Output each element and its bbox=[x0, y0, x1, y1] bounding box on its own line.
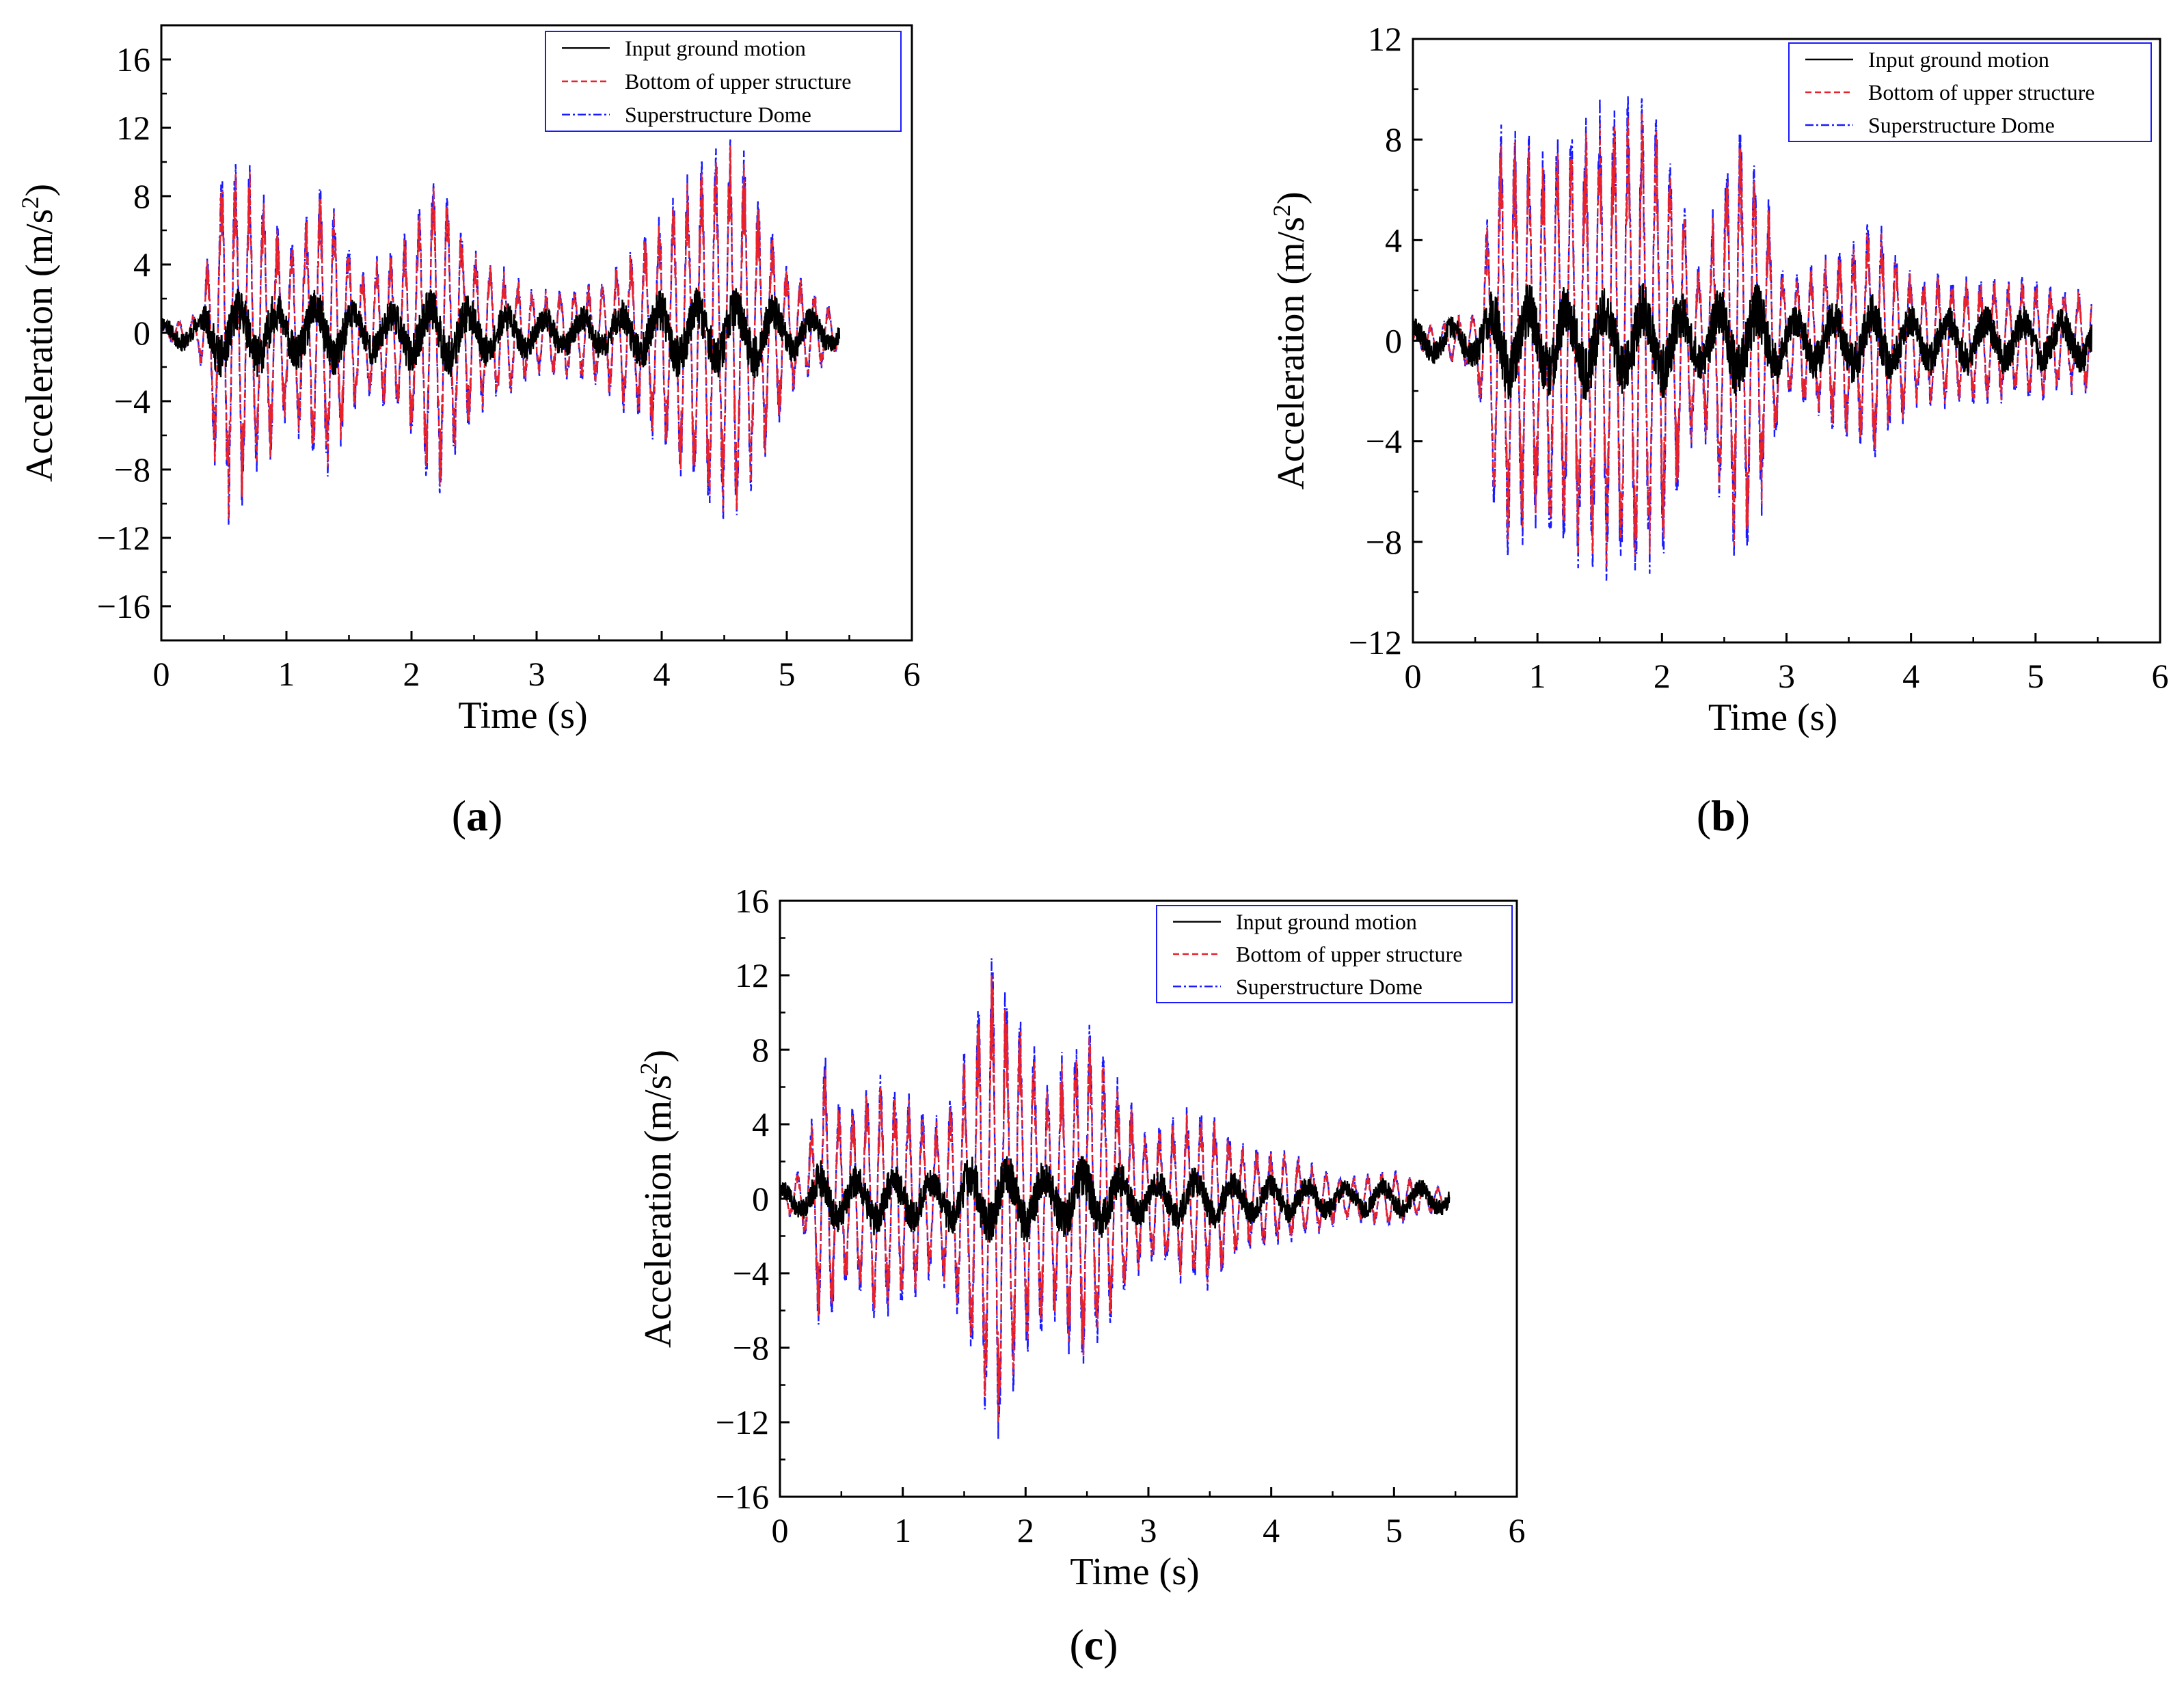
y-tick-label: 12 bbox=[1368, 20, 1402, 58]
legend-entry-label: Bottom of upper structure bbox=[1236, 942, 1462, 966]
y-axis-label-main: Acceleration (m/s bbox=[1270, 217, 1312, 490]
caption-paren-open: ( bbox=[1697, 791, 1711, 840]
y-tick-label: 12 bbox=[116, 109, 150, 147]
caption-letter: a bbox=[466, 791, 488, 840]
caption-letter: b bbox=[1711, 791, 1736, 840]
y-tick-label: 8 bbox=[1385, 120, 1402, 159]
y-tick-label: −12 bbox=[1349, 623, 1402, 662]
y-tick-label: −4 bbox=[733, 1254, 769, 1292]
legend-entry-label: Bottom of upper structure bbox=[1868, 80, 2094, 105]
x-tick-label: 3 bbox=[1778, 657, 1795, 695]
y-axis-label-superscript: 2 bbox=[16, 197, 44, 209]
y-tick-label: 0 bbox=[133, 314, 150, 352]
y-tick-label: 8 bbox=[752, 1031, 769, 1069]
y-tick-label: −8 bbox=[733, 1329, 769, 1367]
x-tick-label: 4 bbox=[1263, 1511, 1280, 1549]
y-tick-label: −8 bbox=[114, 450, 150, 489]
legend-entry-label: Input ground motion bbox=[1868, 47, 2049, 72]
x-tick-label: 2 bbox=[1017, 1511, 1034, 1549]
x-axis-label: Time (s) bbox=[458, 694, 587, 737]
series-group bbox=[780, 958, 1451, 1439]
x-tick-label: 5 bbox=[1386, 1511, 1403, 1549]
series-group bbox=[161, 139, 841, 526]
caption-paren-close: ) bbox=[488, 791, 502, 840]
y-axis-label: Acceleration (m/s2) bbox=[1268, 191, 1312, 489]
series-group bbox=[1413, 96, 2092, 581]
x-tick-label: 6 bbox=[904, 655, 921, 693]
x-tick-label: 5 bbox=[2027, 657, 2044, 695]
y-tick-label: 0 bbox=[752, 1180, 769, 1218]
y-axis-label: Acceleration (m/s2) bbox=[16, 184, 61, 482]
series-line-bottom-of-upper-structure bbox=[1413, 112, 2092, 567]
x-tick-label: 6 bbox=[2152, 657, 2169, 695]
y-axis-label-close: ) bbox=[18, 184, 61, 197]
series-line-input-ground-motion bbox=[780, 1156, 1451, 1243]
y-axis-label: Acceleration (m/s2) bbox=[635, 1050, 679, 1348]
series-line-bottom-of-upper-structure bbox=[780, 975, 1451, 1423]
legend-entry-label: Superstructure Dome bbox=[1236, 974, 1423, 999]
x-tick-label: 0 bbox=[772, 1511, 789, 1549]
x-tick-label: 1 bbox=[894, 1511, 911, 1549]
x-tick-label: 3 bbox=[528, 655, 545, 693]
y-tick-label: 4 bbox=[752, 1105, 769, 1143]
legend: Input ground motion Bottom of upper struc… bbox=[1156, 905, 1513, 1003]
x-tick-label: 3 bbox=[1140, 1511, 1157, 1549]
series-line-input-ground-motion bbox=[161, 287, 841, 379]
legend-entry-label: Bottom of upper structure bbox=[625, 69, 851, 94]
y-tick-label: 16 bbox=[116, 40, 150, 79]
y-tick-label: 4 bbox=[1385, 221, 1402, 259]
y-axis-label-superscript: 2 bbox=[1268, 204, 1295, 217]
legend: Input ground motion Bottom of upper struc… bbox=[1788, 42, 2152, 142]
caption-paren-close: ) bbox=[1103, 1620, 1118, 1669]
x-tick-label: 2 bbox=[403, 655, 420, 693]
y-tick-label: −4 bbox=[114, 382, 150, 420]
y-tick-label: 8 bbox=[133, 177, 150, 215]
x-tick-label: 6 bbox=[1509, 1511, 1526, 1549]
y-axis-label-main: Acceleration (m/s bbox=[18, 209, 61, 483]
legend-entry-label: Superstructure Dome bbox=[625, 103, 811, 127]
x-tick-label: 4 bbox=[1902, 657, 1919, 695]
panel-caption: (a) bbox=[452, 791, 503, 840]
legend-entry-label: Superstructure Dome bbox=[1868, 113, 2055, 137]
y-tick-label: 0 bbox=[1385, 322, 1402, 360]
x-tick-label: 0 bbox=[1405, 657, 1422, 695]
caption-paren-open: ( bbox=[1069, 1620, 1083, 1669]
y-axis-label-main: Acceleration (m/s bbox=[637, 1075, 679, 1348]
x-tick-label: 1 bbox=[1529, 657, 1546, 695]
y-tick-label: −12 bbox=[97, 519, 150, 557]
panel-caption: (c) bbox=[1069, 1620, 1118, 1669]
y-tick-label: −4 bbox=[1366, 422, 1402, 461]
series-line-input-ground-motion bbox=[1413, 283, 2092, 401]
x-axis-label: Time (s) bbox=[1070, 1551, 1199, 1593]
panel-caption: (b) bbox=[1697, 791, 1750, 840]
legend-entry-label: Input ground motion bbox=[1236, 910, 1417, 934]
x-axis-label: Time (s) bbox=[1708, 696, 1837, 739]
x-tick-label: 2 bbox=[1654, 657, 1671, 695]
y-axis-label-close: ) bbox=[637, 1050, 679, 1063]
y-tick-label: −16 bbox=[97, 587, 150, 625]
series-line-bottom-of-upper-structure bbox=[161, 145, 841, 519]
x-tick-label: 1 bbox=[278, 655, 295, 693]
caption-paren-open: ( bbox=[452, 791, 466, 840]
y-tick-label: −16 bbox=[716, 1478, 769, 1516]
y-tick-label: 4 bbox=[133, 245, 150, 284]
x-tick-label: 4 bbox=[653, 655, 671, 693]
x-tick-label: 5 bbox=[779, 655, 796, 693]
y-axis-label-superscript: 2 bbox=[635, 1063, 662, 1075]
y-tick-label: −12 bbox=[716, 1403, 769, 1441]
caption-letter: c bbox=[1084, 1620, 1103, 1669]
y-tick-label: 16 bbox=[735, 882, 769, 920]
y-axis-label-close: ) bbox=[1270, 191, 1312, 204]
legend-entry-label: Input ground motion bbox=[625, 36, 806, 60]
y-tick-label: 12 bbox=[735, 956, 769, 994]
y-tick-label: −8 bbox=[1366, 523, 1402, 561]
x-tick-label: 0 bbox=[153, 655, 170, 693]
caption-paren-close: ) bbox=[1736, 791, 1750, 840]
legend: Input ground motion Bottom of upper struc… bbox=[545, 31, 902, 132]
